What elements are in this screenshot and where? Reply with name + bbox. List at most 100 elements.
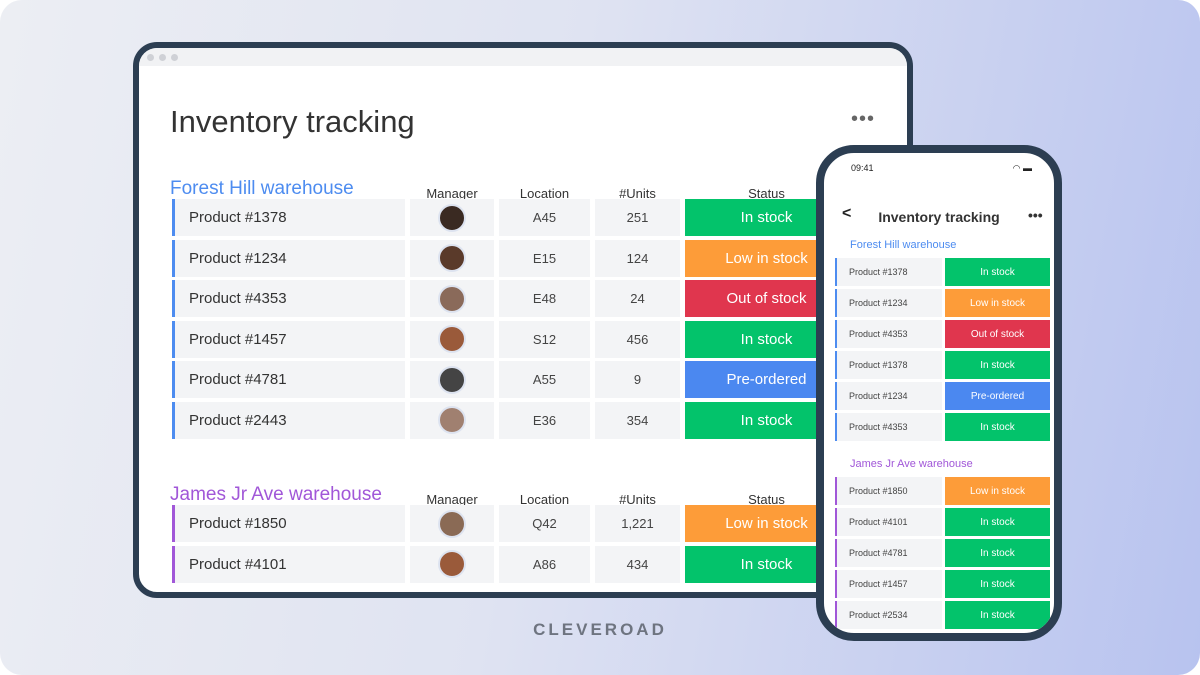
- group-title: James Jr Ave warehouse: [850, 458, 973, 470]
- location-cell: S12: [499, 320, 590, 358]
- avatar: [438, 550, 466, 578]
- manager-cell: [410, 505, 494, 542]
- product-cell: Product #1850: [172, 505, 405, 542]
- column-header-units: #Units: [619, 492, 656, 507]
- units-cell: 9: [595, 361, 680, 398]
- product-cell: Product #4781: [835, 539, 942, 567]
- avatar: [438, 203, 466, 232]
- window-titlebar: [139, 48, 907, 66]
- status-badge[interactable]: Out of stock: [945, 320, 1050, 348]
- list-item[interactable]: Product #1234 Pre-ordered: [835, 382, 1050, 410]
- list-item[interactable]: Product #2534 In stock: [835, 601, 1050, 629]
- table-row[interactable]: Product #1234 E15 124 Low in stock: [172, 239, 872, 277]
- table-row[interactable]: Product #1378 A45 251 In stock: [172, 199, 872, 236]
- column-header-manager: Manager: [426, 186, 478, 201]
- status-badge[interactable]: In stock: [945, 601, 1050, 629]
- list-item[interactable]: Product #1378 In stock: [835, 351, 1050, 379]
- avatar: [438, 406, 466, 434]
- manager-cell: [410, 280, 494, 317]
- wifi-battery-icon: ◠ ▬: [1012, 163, 1032, 173]
- units-cell: 124: [595, 239, 680, 277]
- manager-cell: [410, 361, 494, 398]
- window-dot: [171, 54, 178, 61]
- list-item[interactable]: Product #4781 In stock: [835, 539, 1050, 567]
- more-horizontal-icon[interactable]: •••: [851, 108, 876, 130]
- status-badge[interactable]: Low in stock: [945, 477, 1050, 505]
- manager-cell: [410, 320, 494, 358]
- units-cell: 24: [595, 280, 680, 317]
- status-badge[interactable]: Low in stock: [945, 289, 1050, 317]
- product-cell: Product #4101: [835, 508, 942, 536]
- product-cell: Product #2443: [172, 401, 405, 439]
- product-cell: Product #4101: [172, 545, 405, 583]
- location-cell: E36: [499, 401, 590, 439]
- list-item[interactable]: Product #1457 In stock: [835, 570, 1050, 598]
- product-cell: Product #1378: [835, 258, 942, 286]
- product-cell: Product #1234: [835, 289, 942, 317]
- location-cell: E48: [499, 280, 590, 317]
- phone-frame: 09:41 ◠ ▬ < Inventory tracking ••• Fores…: [816, 145, 1062, 641]
- product-cell: Product #1457: [172, 320, 405, 358]
- list-item[interactable]: Product #4353 Out of stock: [835, 320, 1050, 348]
- status-badge[interactable]: In stock: [945, 570, 1050, 598]
- status-time: 09:41: [851, 163, 874, 173]
- table-row[interactable]: Product #4101 A86 434 In stock: [172, 545, 872, 583]
- units-cell: 456: [595, 320, 680, 358]
- column-header-manager: Manager: [426, 492, 478, 507]
- status-badge[interactable]: In stock: [945, 508, 1050, 536]
- status-badge[interactable]: In stock: [945, 413, 1050, 441]
- product-cell: Product #4353: [835, 320, 942, 348]
- more-horizontal-icon[interactable]: •••: [1028, 207, 1043, 223]
- table-row[interactable]: Product #1457 S12 456 In stock: [172, 320, 872, 358]
- table-row[interactable]: Product #4781 A55 9 Pre-ordered: [172, 361, 872, 398]
- location-cell: A55: [499, 361, 590, 398]
- product-cell: Product #1234: [835, 382, 942, 410]
- list-item[interactable]: Product #1850 Low in stock: [835, 477, 1050, 505]
- product-cell: Product #1234: [172, 239, 405, 277]
- manager-cell: [410, 199, 494, 236]
- location-cell: E15: [499, 239, 590, 277]
- window-dot: [147, 54, 154, 61]
- product-cell: Product #1378: [835, 351, 942, 379]
- column-header-location: Location: [519, 492, 570, 507]
- location-cell: Q42: [499, 505, 590, 542]
- page-title: Inventory tracking: [170, 104, 415, 139]
- chevron-left-icon[interactable]: <: [842, 205, 852, 222]
- units-cell: 251: [595, 199, 680, 236]
- manager-cell: [410, 239, 494, 277]
- manager-cell: [410, 401, 494, 439]
- units-cell: 434: [595, 545, 680, 583]
- location-cell: A45: [499, 199, 590, 236]
- manager-cell: [410, 545, 494, 583]
- product-cell: Product #4781: [172, 361, 405, 398]
- list-item[interactable]: Product #1234 Low in stock: [835, 289, 1050, 317]
- list-item[interactable]: Product #1378 In stock: [835, 258, 1050, 286]
- product-cell: Product #1457: [835, 570, 942, 598]
- group-title: James Jr Ave warehouse: [170, 484, 382, 505]
- status-badge[interactable]: In stock: [945, 258, 1050, 286]
- list-item[interactable]: Product #4353 In stock: [835, 413, 1050, 441]
- column-header-location: Location: [519, 186, 570, 201]
- group-title: Forest Hill warehouse: [850, 239, 957, 251]
- units-cell: 1,221: [595, 505, 680, 542]
- avatar: [438, 365, 466, 394]
- product-cell: Product #2534: [835, 601, 942, 629]
- list-item[interactable]: Product #4101 In stock: [835, 508, 1050, 536]
- product-cell: Product #4353: [835, 413, 942, 441]
- window-dot: [159, 54, 166, 61]
- status-badge[interactable]: In stock: [945, 351, 1050, 379]
- mobile-title: Inventory tracking: [878, 209, 1000, 225]
- table-row[interactable]: Product #4353 E48 24 Out of stock: [172, 280, 872, 317]
- brand-logo: CLEVEROAD: [533, 620, 667, 639]
- tablet-window: Inventory tracking ••• Forest Hill wareh…: [133, 42, 913, 598]
- column-header-units: #Units: [619, 186, 656, 201]
- product-cell: Product #4353: [172, 280, 405, 317]
- table-row[interactable]: Product #1850 Q42 1,221 Low in stock: [172, 505, 872, 542]
- table-row[interactable]: Product #2443 E36 354 In stock: [172, 401, 872, 439]
- column-header-status: Status: [748, 186, 785, 201]
- status-badge[interactable]: In stock: [945, 539, 1050, 567]
- status-badge[interactable]: Pre-ordered: [945, 382, 1050, 410]
- product-cell: Product #1378: [172, 199, 405, 236]
- avatar: [438, 509, 466, 538]
